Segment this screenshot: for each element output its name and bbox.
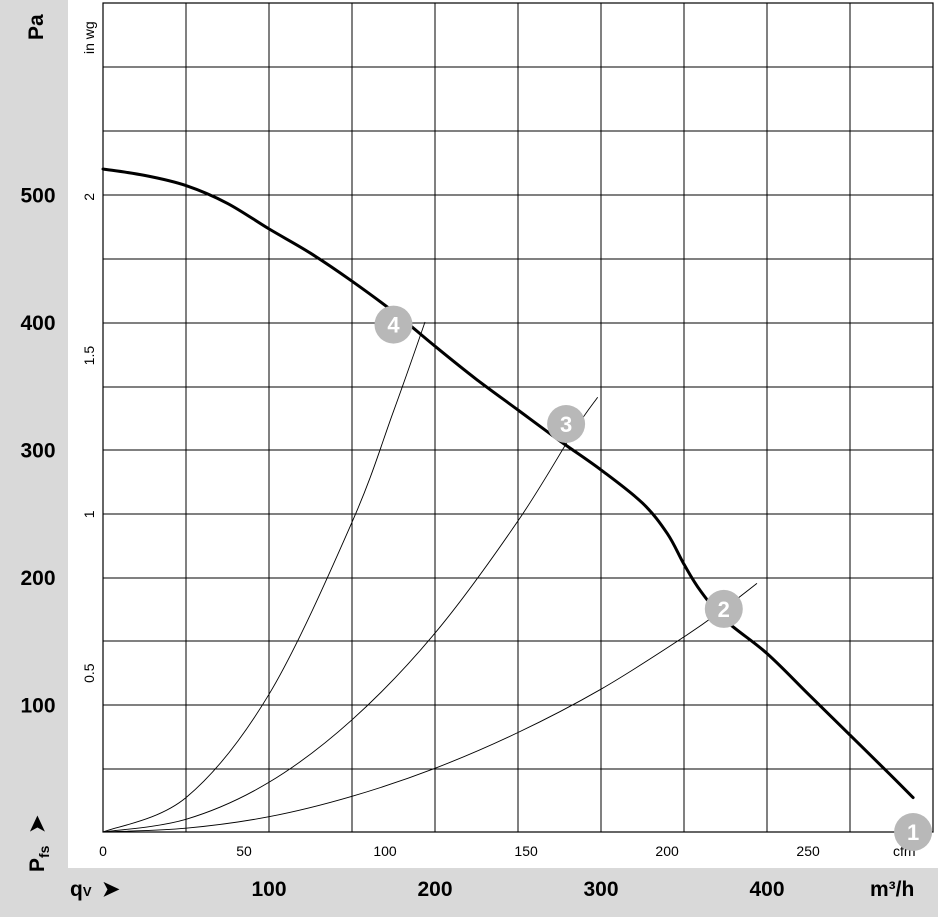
operating-point-1: 1 bbox=[894, 813, 933, 851]
x-axis-arrow-icon: ➤ bbox=[102, 878, 120, 901]
operating-point-label: 2 bbox=[718, 597, 730, 622]
y-axis-symbol-subscript: fs bbox=[36, 845, 52, 858]
m3h-tick-label: 100 bbox=[251, 878, 286, 901]
m3h-tick-label: 400 bbox=[749, 878, 784, 901]
pa-tick-label: 200 bbox=[20, 567, 55, 590]
grid bbox=[102, 2, 934, 833]
curves bbox=[101, 167, 915, 833]
m3h-tick-label: 300 bbox=[583, 878, 618, 901]
y-axis-unit-pa: Pa bbox=[25, 14, 48, 40]
inwg-tick-labels: 0.5 1 1.5 2 bbox=[81, 193, 97, 683]
cfm-tick-labels: 0 50 100 150 200 250 bbox=[99, 843, 820, 859]
x-axis-symbol: qV bbox=[70, 878, 92, 901]
plot-frame bbox=[102, 2, 934, 833]
pa-tick-labels: 100 200 300 400 500 bbox=[20, 185, 55, 718]
pa-tick-label: 100 bbox=[20, 695, 55, 718]
system-curve-line-2 bbox=[102, 396, 599, 833]
system-curve-line-3 bbox=[102, 321, 426, 833]
cfm-tick-label: 250 bbox=[796, 843, 820, 859]
x-axis-band bbox=[0, 868, 938, 917]
cfm-tick-label: 0 bbox=[99, 843, 107, 859]
y-axis-arrow-icon: ➤ bbox=[26, 815, 49, 833]
operating-point-label: 4 bbox=[387, 313, 400, 338]
cfm-tick-label: 50 bbox=[236, 843, 252, 859]
operating-point-label: 1 bbox=[907, 820, 919, 845]
operating-points: 1 2 3 4 bbox=[374, 305, 933, 851]
inwg-tick-label: 1.5 bbox=[81, 346, 97, 366]
y-axis-symbol-letter: P bbox=[26, 858, 49, 872]
y-axis-band bbox=[0, 0, 68, 917]
cfm-tick-label: 150 bbox=[514, 843, 538, 859]
operating-point-label: 3 bbox=[560, 412, 572, 437]
pa-tick-label: 400 bbox=[20, 312, 55, 335]
operating-point-circle bbox=[704, 589, 743, 628]
x-axis-symbol-letter: q bbox=[70, 878, 83, 901]
system-curve-line-1 bbox=[102, 583, 758, 833]
x-axis-unit-m3h: m³/h bbox=[870, 878, 914, 901]
pa-tick-label: 300 bbox=[20, 440, 55, 463]
inwg-tick-label: 1 bbox=[81, 510, 97, 518]
inwg-tick-label: 2 bbox=[81, 193, 97, 201]
m3h-tick-label: 200 bbox=[417, 878, 452, 901]
operating-point-circle bbox=[894, 813, 933, 851]
operating-point-circle bbox=[547, 405, 586, 443]
m3h-tick-labels: 100 200 300 400 bbox=[251, 878, 784, 901]
y-axis-unit-inwg: in wg bbox=[81, 21, 97, 54]
x-axis-symbol-subscript: V bbox=[83, 884, 92, 899]
operating-point-2: 2 bbox=[704, 589, 743, 628]
inwg-tick-label: 0.5 bbox=[81, 663, 97, 683]
operating-point-circle bbox=[374, 305, 413, 344]
y-axis-symbol: Pfs bbox=[26, 845, 52, 872]
operating-point-3: 3 bbox=[547, 405, 586, 443]
cfm-tick-label: 100 bbox=[373, 843, 397, 859]
operating-point-4: 4 bbox=[374, 305, 413, 344]
fan-curve-line bbox=[101, 167, 915, 800]
cfm-tick-label: 200 bbox=[655, 843, 679, 859]
pa-tick-label: 500 bbox=[20, 185, 55, 208]
svg-text:Pfs: Pfs bbox=[26, 845, 52, 872]
